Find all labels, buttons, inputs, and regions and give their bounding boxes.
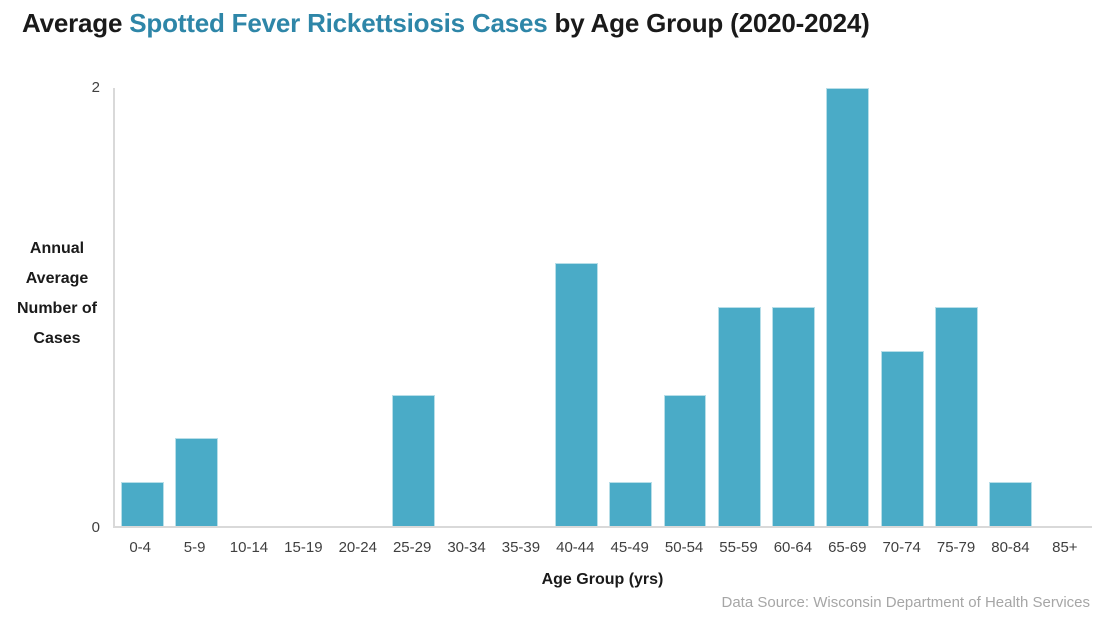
bar-slot-35-39 bbox=[495, 88, 549, 526]
bar-0-4 bbox=[120, 482, 164, 526]
bar-slot-15-19 bbox=[278, 88, 332, 526]
bar-80-84 bbox=[989, 482, 1033, 526]
bar-slot-65-69 bbox=[821, 88, 875, 526]
y-tick-0: 0 bbox=[91, 519, 100, 536]
x-tick-55-59: 55-59 bbox=[719, 539, 758, 556]
bar-slot-10-14 bbox=[224, 88, 278, 526]
bar-slot-20-24 bbox=[332, 88, 386, 526]
x-tick-60-64: 60-64 bbox=[773, 539, 813, 556]
bar-slot-45-49 bbox=[604, 88, 658, 526]
chart-title-suffix: by Age Group (2020-2024) bbox=[547, 8, 870, 38]
x-tick-65-69: 65-69 bbox=[828, 539, 867, 556]
bar-slot-40-44 bbox=[549, 88, 603, 526]
x-tick-25-29: 25-29 bbox=[392, 539, 432, 556]
bar-slot-85+ bbox=[1038, 88, 1092, 526]
bar-slot-70-74 bbox=[875, 88, 929, 526]
x-tick-50-54: 50-54 bbox=[664, 539, 704, 556]
x-tick-45-49: 45-49 bbox=[610, 539, 649, 556]
bar-75-79 bbox=[934, 307, 978, 526]
x-tick-75-79: 75-79 bbox=[936, 539, 976, 556]
source-note: Data Source: Wisconsin Department of Hea… bbox=[721, 594, 1091, 611]
x-tick-row: 0-4 5-9 10-14 15-19 20-24 25-29 30-34 35-39 40-4… bbox=[113, 539, 1092, 556]
y-tick-2: 2 bbox=[91, 79, 100, 96]
bar-slot-80-84 bbox=[984, 88, 1038, 526]
x-tick-20-24: 20-24 bbox=[338, 539, 377, 556]
y-axis-title: Annual Average Number of Cases bbox=[17, 240, 97, 347]
bar-5-9 bbox=[174, 438, 218, 526]
bar-slot-50-54 bbox=[658, 88, 712, 526]
plot-area bbox=[113, 88, 1092, 528]
bar-70-74 bbox=[880, 350, 924, 526]
x-tick-30-34: 30-34 bbox=[447, 539, 486, 556]
bar-50-54 bbox=[663, 394, 707, 526]
bar-slot-60-64 bbox=[766, 88, 820, 526]
bar-slot-0-4 bbox=[115, 88, 169, 526]
x-tick-15-19: 15-19 bbox=[284, 539, 323, 556]
x-tick-70-74: 70-74 bbox=[882, 539, 921, 556]
bar-40-44 bbox=[554, 263, 598, 526]
bar-45-49 bbox=[609, 482, 653, 526]
x-tick-80-84: 80-84 bbox=[991, 539, 1030, 556]
x-tick-10-14: 10-14 bbox=[229, 539, 269, 556]
x-axis-title: Age Group (yrs) bbox=[541, 571, 664, 588]
x-tick-40-44: 40-44 bbox=[556, 539, 595, 556]
bar-slot-25-29 bbox=[386, 88, 440, 526]
bar-slot-75-79 bbox=[929, 88, 983, 526]
chart-title-highlight: Spotted Fever Rickettsiosis Cases bbox=[129, 8, 548, 38]
chart-title-prefix: Average bbox=[22, 8, 130, 38]
x-tick-5-9: 5-9 bbox=[183, 539, 206, 556]
bar-slot-5-9 bbox=[169, 88, 223, 526]
bar-slot-30-34 bbox=[441, 88, 495, 526]
bar-60-64 bbox=[772, 307, 815, 526]
x-tick-85+: 85+ bbox=[1052, 539, 1078, 556]
bar-55-59 bbox=[717, 307, 761, 526]
x-tick-35-39: 35-39 bbox=[501, 539, 541, 556]
bar-slot-55-59 bbox=[712, 88, 766, 526]
x-tick-0-4: 0-4 bbox=[129, 539, 152, 556]
chart-title: Average Spotted Fever Rickettsiosis Case… bbox=[22, 8, 870, 39]
bar-65-69 bbox=[826, 88, 870, 526]
bar-25-29 bbox=[392, 394, 435, 526]
